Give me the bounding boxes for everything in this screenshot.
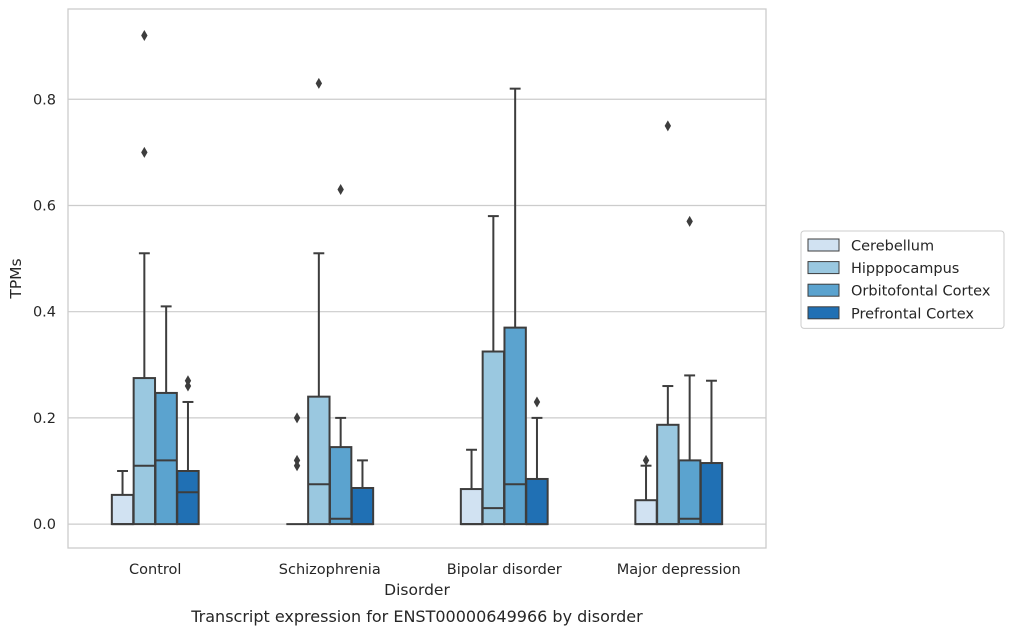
box-prefrontal-cortex bbox=[176, 375, 200, 526]
x-tick-label: Control bbox=[129, 562, 181, 578]
box-orbitofontal-cortex bbox=[154, 305, 178, 526]
box-cerebellum bbox=[286, 412, 308, 526]
x-axis-label: Disorder bbox=[384, 581, 450, 599]
y-axis-label: TPMs bbox=[7, 258, 25, 299]
box-body bbox=[307, 395, 331, 526]
outlier-point bbox=[141, 30, 148, 42]
box-hipppocampus bbox=[132, 30, 157, 526]
outlier-point bbox=[293, 412, 301, 424]
box-series-group bbox=[110, 30, 724, 526]
legend-entry-label: Hipppocampus bbox=[851, 261, 959, 277]
y-tick-label: 0.8 bbox=[33, 92, 56, 108]
y-tick-label: 0.0 bbox=[33, 517, 56, 533]
box-orbitofontal-cortex bbox=[677, 215, 702, 526]
box-body bbox=[699, 462, 724, 526]
box-orbitofontal-cortex bbox=[503, 87, 527, 526]
outlier-point bbox=[315, 77, 323, 89]
outlier-point bbox=[337, 184, 344, 196]
box-body bbox=[154, 391, 178, 526]
x-tick-label: Major depression bbox=[617, 562, 741, 578]
box-body bbox=[525, 477, 549, 526]
box-prefrontal-cortex bbox=[350, 459, 375, 526]
outlier-point bbox=[293, 460, 301, 472]
x-axis-ticks: Control Schizophrenia Bipolar disorder Majo… bbox=[129, 562, 741, 578]
legend-entry-label: Cerebellum bbox=[851, 239, 934, 255]
outlier-point bbox=[184, 375, 192, 387]
legend-entry-label: Prefrontal Cortex bbox=[851, 306, 974, 322]
legend-frame bbox=[800, 230, 1005, 329]
box-body bbox=[132, 377, 157, 526]
box-body bbox=[328, 446, 353, 526]
outlier-point bbox=[642, 454, 650, 466]
x-tick-label: Schizophrenia bbox=[279, 562, 381, 578]
legend: Cerebellum Hipppocampus Orbitofontal Corte… bbox=[800, 230, 1005, 329]
y-tick-label: 0.6 bbox=[33, 198, 56, 214]
y-tick-label: 0.4 bbox=[33, 305, 56, 321]
outlier-point bbox=[664, 120, 672, 132]
y-axis-ticks: 0.0 0.2 0.4 0.6 0.8 bbox=[33, 92, 56, 533]
legend-swatch bbox=[807, 283, 840, 297]
legend-swatch bbox=[807, 261, 840, 275]
legend-entry-label: Orbitofontal Cortex bbox=[851, 284, 991, 300]
legend-swatch bbox=[807, 306, 840, 320]
box-prefrontal-cortex bbox=[525, 396, 549, 526]
box-body bbox=[481, 350, 506, 526]
x-tick-label: Bipolar disorder bbox=[447, 562, 562, 578]
box-body bbox=[110, 493, 135, 526]
outlier-point bbox=[533, 396, 541, 408]
box-orbitofontal-cortex bbox=[328, 184, 353, 526]
box-body bbox=[176, 470, 200, 526]
box-body bbox=[656, 423, 680, 526]
outlier-point bbox=[686, 215, 693, 227]
box-body bbox=[459, 488, 484, 526]
plot-area-frame bbox=[67, 8, 767, 549]
box-body bbox=[634, 499, 658, 526]
legend-swatch bbox=[807, 238, 840, 252]
box-body bbox=[677, 459, 702, 526]
box-prefrontal-cortex bbox=[699, 379, 724, 526]
outlier-point bbox=[141, 146, 148, 158]
box-body bbox=[350, 486, 375, 526]
box-body bbox=[503, 326, 527, 526]
y-tick-label: 0.2 bbox=[33, 411, 56, 427]
figure-caption: Transcript expression for ENST0000064996… bbox=[190, 607, 643, 626]
box-hipppocampus bbox=[656, 120, 680, 526]
